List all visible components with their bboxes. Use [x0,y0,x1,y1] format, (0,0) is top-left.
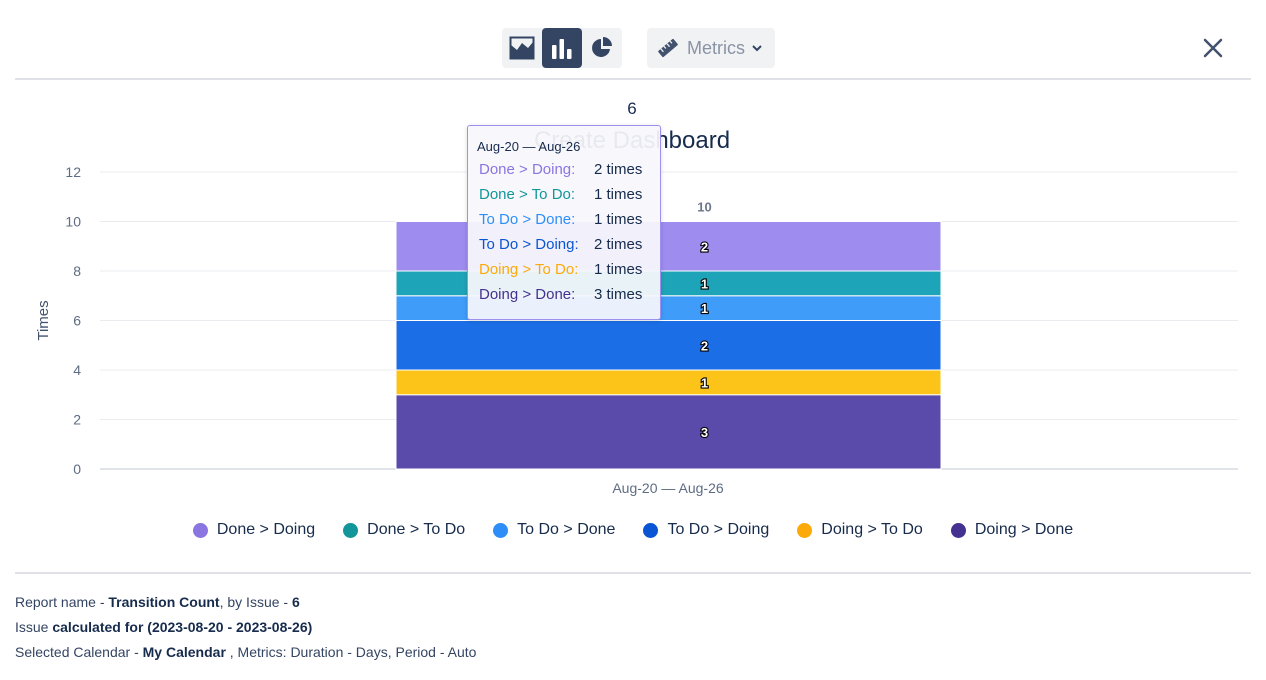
bar-segment [395,394,942,470]
legend-item[interactable]: Doing > Done [950,518,1074,542]
calendar-name: My Calendar [142,644,226,660]
tooltip-row-label: Done > Doing: [479,161,576,178]
legend-item[interactable]: Done > Doing [192,518,316,542]
close-button[interactable] [1198,33,1228,63]
area-chart-button[interactable] [502,28,542,68]
footer-line-report: Report name - Transition Count, by Issue… [15,592,476,617]
legend-label: Done > Doing [216,521,316,538]
tooltip-row-value: 3 times [594,286,643,303]
tooltip-row: To Do > Done: 1 times [479,211,642,231]
legend-marker [192,522,208,538]
bar-data-label: 1 [701,375,708,390]
bar-chart-icon [550,35,574,61]
y-tick-label: 6 [73,313,81,329]
y-tick-label: 4 [73,362,81,378]
tooltip-row-label: Doing > To Do: [479,261,579,278]
tooltip-row-label: Doing > Done: [479,286,576,303]
legend-label: To Do > Done [517,521,616,538]
chart-tooltip: Aug-20 — Aug-26 Done > Doing: 2 times Done… [467,125,661,320]
metrics-dropdown[interactable]: Metrics [647,28,775,68]
metrics-label: Metrics [687,37,745,58]
area-chart-icon [509,36,535,60]
bar-data-label: 2 [701,239,708,254]
tooltip-row-label: Done > To Do: [479,186,576,203]
y-tick-label: 0 [73,461,81,477]
legend-label: Done > To Do [367,521,466,538]
legend-marker [643,522,659,538]
x-tick-label: Aug-20 — Aug-26 [612,480,724,496]
footer-line-period: Issue calculated for (2023-08-20 - 2023-… [15,617,476,642]
footer-text: Selected Calendar - [15,644,143,660]
footer-line-calendar: Selected Calendar - My Calendar , Metric… [15,642,476,667]
footer-text: Report name - [15,594,109,610]
legend-marker [950,522,966,538]
bar-total-label: 10 [697,200,711,215]
tooltip-row-label: To Do > Done: [479,211,576,228]
chart-type-switcher [502,28,622,68]
tooltip-row-value: 1 times [594,261,643,278]
legend-item[interactable]: To Do > Done [493,518,615,542]
ruler-icon [657,38,679,58]
pie-chart-icon [590,36,614,60]
legend-label: Doing > Done [974,521,1074,538]
chart-supertitle: 6 [627,99,636,118]
footer-text: Issue [15,619,53,635]
tooltip-row: Doing > Done: 3 times [479,286,642,306]
legend-label: Doing > To Do [821,521,923,538]
tooltip-row-value: 2 times [594,161,643,178]
legend-label: To Do > Doing [667,521,770,538]
tooltip-row-value: 2 times [594,236,643,253]
tooltip-row: To Do > Doing: 2 times [479,236,642,256]
footer-text: , by Issue - [219,594,292,610]
chevron-down-icon [751,43,763,53]
bottom-divider [15,572,1251,574]
bar-segment [395,369,942,396]
legend-item[interactable]: To Do > Doing [643,518,769,542]
report-name: Transition Count [108,594,220,610]
report-footer: Report name - Transition Count, by Issue… [15,592,476,667]
y-tick-label: 10 [65,214,81,230]
y-tick-label: 12 [65,164,81,180]
bar-data-label: 1 [701,301,708,316]
legend-marker [343,522,359,538]
tooltip-row: Done > Doing: 2 times [479,161,642,181]
tooltip-row: Doing > To Do: 1 times [479,261,642,281]
legend-marker [493,522,509,538]
close-icon [1202,37,1224,59]
bar-segment [395,320,942,371]
tooltip-row: Done > To Do: 1 times [479,186,642,206]
top-divider [15,78,1251,80]
legend-item[interactable]: Doing > To Do [797,518,923,542]
y-tick-label: 2 [73,412,81,428]
toolbar: Metrics [0,28,1266,68]
bar-data-label: 1 [701,276,708,291]
chart-legend: Done > Doing Done > To Do To Do > Done To D… [0,518,1266,542]
legend-item[interactable]: Done > To Do [343,518,465,542]
tooltip-row-value: 1 times [594,211,643,228]
bar-data-label: 2 [701,338,708,353]
bar-data-label: 3 [701,425,708,440]
legend-marker [797,522,813,538]
calculated-period: calculated for (2023-08-20 - 2023-08-26) [52,619,313,635]
issue-count: 6 [291,594,300,610]
tooltip-row-label: To Do > Doing: [479,236,579,253]
footer-text: , Metrics: Duration - Days, Period - Aut… [225,644,477,660]
bar-chart-button[interactable] [542,28,582,68]
tooltip-header: Aug-20 — Aug-26 [477,139,581,154]
y-tick-label: 8 [73,263,81,279]
pie-chart-button[interactable] [582,28,622,68]
y-axis-label: Times [35,300,52,340]
tooltip-row-value: 1 times [594,186,643,203]
